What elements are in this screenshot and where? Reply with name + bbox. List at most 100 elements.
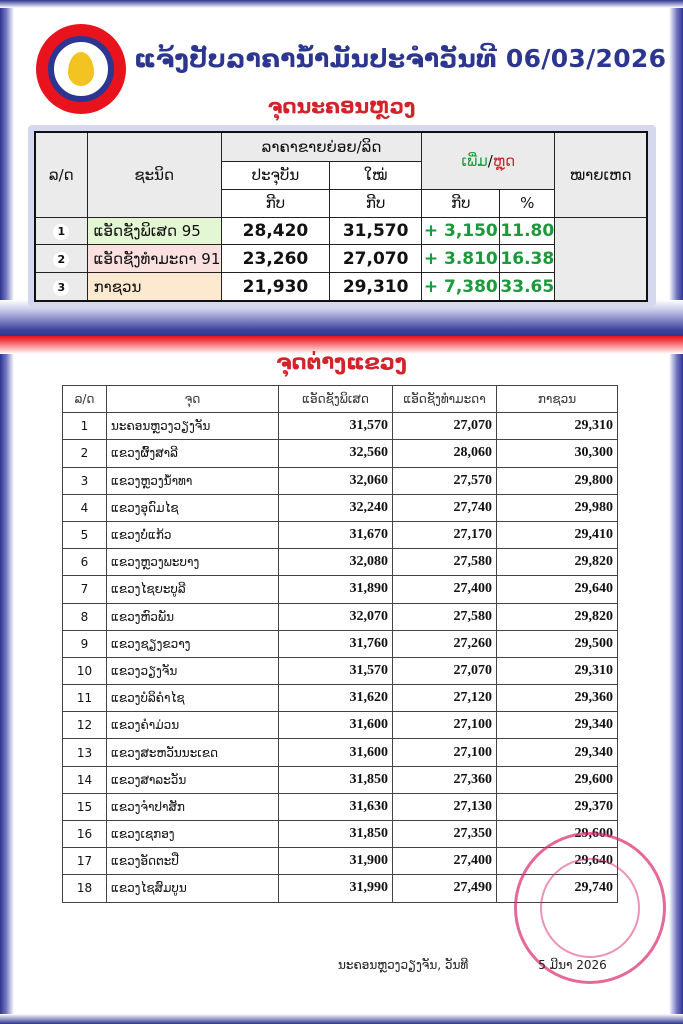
row-number: 3 — [53, 280, 70, 297]
premium-price: 31,620 — [278, 684, 393, 713]
row-number: 7 — [62, 575, 107, 604]
official-stamp — [514, 832, 666, 984]
location: ແຂວງເຊກອງ — [106, 819, 279, 849]
table-row: 3 ແຂວງຫຼວງນ້ຳທາ 32,060 27,570 29,800 — [62, 466, 618, 495]
percent-change: 11.80 — [499, 216, 556, 246]
increase-label: ເພີ່ມ — [461, 151, 488, 170]
ministry-logo — [36, 24, 126, 114]
row-number: 14 — [62, 765, 107, 794]
row-number: 15 — [62, 792, 107, 822]
table-row: 4 ແຂວງອຸດົມໄຊ 32,240 27,740 29,980 — [62, 493, 618, 522]
regular-price: 27,580 — [392, 548, 497, 577]
location: ແຂວງຫົວພັນ — [106, 602, 279, 631]
diesel-price: 29,310 — [496, 656, 618, 686]
table-row: 5 ແຂວງບໍ່ແກ້ວ 31,670 27,170 29,410 — [62, 520, 618, 550]
table-row: 9 ແຂວງຊຽງຂວາງ 31,760 27,260 29,500 — [62, 629, 618, 658]
row-number: 5 — [62, 520, 107, 550]
table-row: 1 ນະຄອນຫຼວງວຽງຈັນ 31,570 27,070 29,310 — [62, 412, 618, 441]
row-number: 9 — [62, 629, 107, 658]
diesel-price: 29,410 — [496, 520, 618, 550]
regular-price: 27,070 — [392, 656, 497, 686]
decrease-label: ຫຼຸດ — [492, 151, 516, 170]
premium-price: 31,850 — [278, 765, 393, 794]
regular-price: 27,400 — [392, 575, 497, 604]
premium-price: 31,850 — [278, 819, 393, 849]
premium-price: 31,990 — [278, 874, 393, 903]
header-location: ຈຸດ — [106, 384, 279, 414]
fuel-name: ແອັດຊັງທຳມະດາ 91 — [86, 244, 222, 274]
diesel-price: 29,500 — [496, 629, 618, 658]
row-number: 2 — [62, 439, 107, 468]
table-row: 12 ແຂວງຄຳມ່ວນ 31,600 27,100 29,340 — [62, 711, 618, 740]
row-number: 2 — [53, 252, 70, 269]
location: ແຂວງອຸດົມໄຊ — [106, 493, 279, 522]
location: ແຂວງບໍ່ແກ້ວ — [106, 520, 279, 550]
table-row: 11 ແຂວງບໍລິຄຳໄຊ 31,620 27,120 29,360 — [62, 684, 618, 713]
row-number: 1 — [53, 224, 70, 241]
row-number: 8 — [62, 602, 107, 631]
percent-change: 16.38 — [499, 244, 556, 274]
location: ແຂວງສະຫວັນນະເຂດ — [106, 738, 279, 767]
table-row: 15 ແຂວງຈຳປາສັກ 31,630 27,130 29,370 — [62, 792, 618, 822]
premium-price: 32,060 — [278, 466, 393, 495]
diesel-price: 29,980 — [496, 493, 618, 522]
diesel-price: 29,820 — [496, 602, 618, 631]
premium-price: 31,570 — [278, 656, 393, 686]
fuel-name: ແອັດຊັງພິເສດ 95 — [86, 216, 222, 246]
location: ແຂວງຫຼວງນ້ຳທາ — [106, 466, 279, 495]
header-no: ລ/ດ — [34, 131, 88, 218]
province-subtitle: ຈຸດຕ່າງແຂວງ — [276, 350, 407, 374]
price-change: + 7,380 — [421, 272, 501, 302]
current-price: 21,930 — [220, 272, 331, 302]
premium-price: 31,570 — [278, 412, 393, 441]
diesel-price: 29,340 — [496, 738, 618, 767]
table-row: 16 ແຂວງເຊກອງ 31,850 27,350 29,600 — [62, 819, 618, 849]
header-retail: ລາຄາຂາຍຍ່ອຍ/ລິດ — [220, 131, 423, 162]
premium-price: 32,560 — [278, 439, 393, 468]
premium-price: 32,070 — [278, 602, 393, 631]
diesel-price: 29,370 — [496, 792, 618, 822]
regular-price: 27,260 — [392, 629, 497, 658]
regular-price: 27,360 — [392, 765, 497, 794]
fuel-name: ກາຊວນ — [86, 272, 222, 302]
header-type: ຊະນິດ — [86, 131, 222, 218]
table-row: 2 ແອັດຊັງທຳມະດາ 91 23,260 27,070 + 3.810… — [34, 244, 647, 274]
red-divider — [0, 336, 683, 354]
row-number: 3 — [62, 466, 107, 495]
province-price-table: ລ/ດ ຈຸດ ແອັດຊັງພິເສດ ແອັດຊັງທຳມະດາ ກາຊວນ… — [62, 384, 618, 903]
regular-price: 27,400 — [392, 847, 497, 876]
table-row: 7 ແຂວງໄຊຍະບູລີ 31,890 27,400 29,640 — [62, 575, 618, 604]
unit-kip: ກີບ — [329, 188, 423, 218]
location: ແຂວງໄຊສົມບູນ — [106, 874, 279, 903]
premium-price: 31,600 — [278, 738, 393, 767]
footer-date: 5 ມີນາ 2026 — [538, 958, 607, 972]
price-change: + 3.810 — [421, 244, 501, 274]
footer: ນະຄອນຫຼວງວຽງຈັນ, ວັນທີ 5 ມີນາ 2026 — [338, 958, 677, 972]
header-regular: ແອັດຊັງທຳມະດາ — [392, 384, 497, 414]
premium-price: 31,760 — [278, 629, 393, 658]
current-price: 28,420 — [220, 216, 331, 246]
location: ແຂວງຄຳມ່ວນ — [106, 711, 279, 740]
location: ແຂວງຊຽງຂວາງ — [106, 629, 279, 658]
regular-price: 27,070 — [392, 412, 497, 441]
header-new: ໃໝ່ — [329, 160, 423, 190]
header-note: ໝາຍເຫດ — [554, 131, 648, 218]
premium-price: 31,900 — [278, 847, 393, 876]
location: ແຂວງວຽງຈັນ — [106, 656, 279, 686]
table-row: 2 ແຂວງຜົ້ງສາລີ 32,560 28,060 30,300 — [62, 439, 618, 468]
new-price: 31,570 — [329, 216, 423, 246]
diesel-price: 29,640 — [496, 575, 618, 604]
table-row: 14 ແຂວງສາລະວັນ 31,850 27,360 29,600 — [62, 765, 618, 794]
location: ນະຄອນຫຼວງວຽງຈັນ — [106, 412, 279, 441]
table-row: 8 ແຂວງຫົວພັນ 32,070 27,580 29,820 — [62, 602, 618, 631]
row-number: 6 — [62, 548, 107, 577]
table-row: 18 ແຂວງໄຊສົມບູນ 31,990 27,490 29,740 — [62, 874, 618, 903]
diesel-price: 29,800 — [496, 466, 618, 495]
location: ແຂວງຈຳປາສັກ — [106, 792, 279, 822]
header-premium: ແອັດຊັງພິເສດ — [278, 384, 393, 414]
premium-price: 32,240 — [278, 493, 393, 522]
location: ແຂວງບໍລິຄຳໄຊ — [106, 684, 279, 713]
percent-change: 33.65 — [499, 272, 556, 302]
new-price: 27,070 — [329, 244, 423, 274]
price-change: + 3,150 — [421, 216, 501, 246]
